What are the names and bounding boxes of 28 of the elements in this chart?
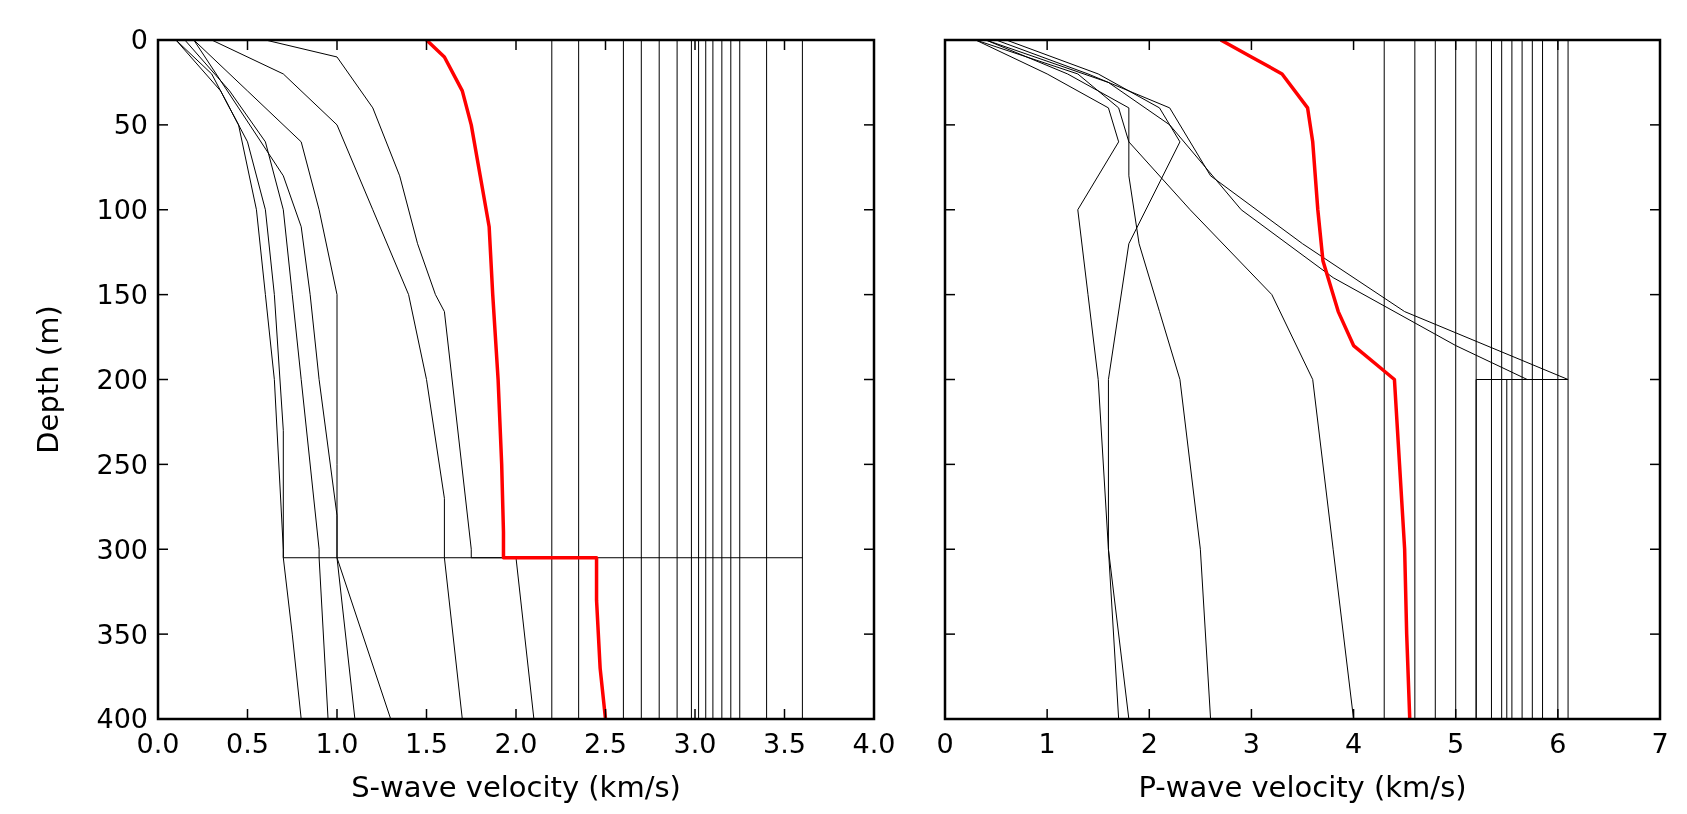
y-tick-label: 300 bbox=[96, 533, 148, 565]
x-tick-label: 3.0 bbox=[673, 728, 717, 759]
x-axis-title: S-wave velocity (km/s) bbox=[351, 770, 681, 804]
y-axis-title: Depth (m) bbox=[31, 305, 65, 454]
y-tick-label: 150 bbox=[96, 279, 148, 311]
x-tick-label: 0 bbox=[936, 728, 954, 759]
x-tick-label: 2.5 bbox=[584, 728, 627, 759]
x-tick-label: 7 bbox=[1651, 728, 1669, 759]
y-tick-label: 350 bbox=[96, 618, 148, 650]
y-tick-label: 200 bbox=[96, 363, 148, 395]
x-tick-label: 4.0 bbox=[852, 728, 896, 759]
x-tick-label: 1.5 bbox=[405, 728, 448, 759]
y-tick-label: 0 bbox=[130, 24, 148, 56]
x-axis-title: P-wave velocity (km/s) bbox=[1138, 770, 1467, 804]
x-tick-label: 5 bbox=[1447, 728, 1465, 759]
x-tick-label: 0.5 bbox=[226, 728, 269, 759]
y-tick-label: 250 bbox=[96, 448, 148, 480]
y-tick-label: 50 bbox=[113, 109, 148, 141]
x-tick-label: 1.0 bbox=[315, 728, 359, 759]
x-tick-label: 3 bbox=[1242, 728, 1261, 759]
x-tick-label: 2 bbox=[1140, 728, 1158, 759]
x-tick-label: 1 bbox=[1038, 728, 1056, 759]
y-tick-label: 100 bbox=[96, 194, 148, 226]
x-tick-label: 3.5 bbox=[763, 728, 806, 759]
x-tick-label: 2.0 bbox=[494, 728, 538, 759]
x-tick-label: 4 bbox=[1344, 728, 1363, 759]
x-tick-label: 6 bbox=[1549, 728, 1567, 759]
x-tick-label: 0.0 bbox=[136, 728, 180, 759]
